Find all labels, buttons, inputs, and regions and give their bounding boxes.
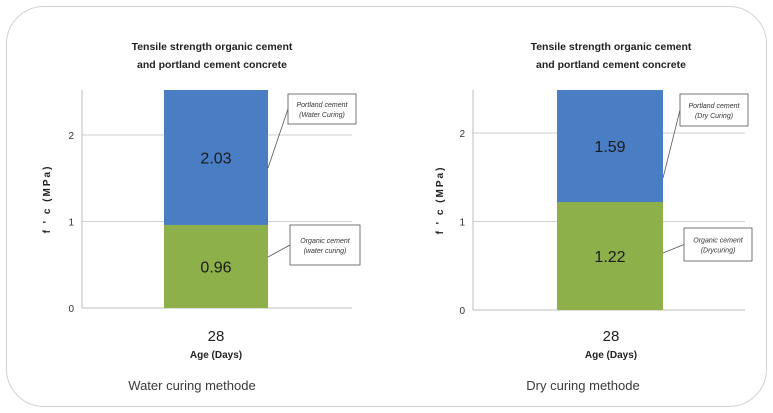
- legend-connector: [662, 109, 681, 179]
- y-tick-label: 1: [459, 218, 465, 229]
- legend-box: [289, 224, 361, 266]
- legend-box: [683, 227, 753, 262]
- x-axis-label: Age (Days): [190, 350, 242, 361]
- legend-label: (water curing): [304, 248, 347, 255]
- bar-value-label: 2.03: [200, 150, 231, 167]
- chart-water-curing: Tensile strength organic cement and portl…: [42, 41, 361, 361]
- legend-label: Portland cement: [297, 102, 349, 109]
- y-tick-label: 0: [68, 304, 74, 315]
- legend-box: [679, 93, 749, 127]
- legend-connector: [267, 108, 289, 169]
- y-tick-label: 2: [459, 129, 465, 140]
- y-axis-label: f ' c (MPa): [435, 166, 446, 235]
- bar-segment: [557, 202, 663, 310]
- bar-segment: [164, 224, 268, 308]
- chart-caption: Dry curing methode: [526, 378, 640, 393]
- x-category-label: 28: [208, 328, 225, 345]
- legend-box: [287, 93, 357, 125]
- legend-label: (Drycuring): [701, 248, 736, 255]
- y-tick-label: 2: [68, 131, 74, 142]
- bar-segment: [557, 90, 663, 203]
- legend-connector: [662, 244, 685, 254]
- chart-title-line: and portland cement concrete: [137, 59, 287, 71]
- chart-panel-water-curing: Tensile strength organic cement and portl…: [0, 0, 380, 413]
- y-tick-label: 0: [459, 306, 465, 317]
- chart-caption: Water curing methode: [128, 378, 256, 393]
- y-tick-label: 1: [68, 218, 74, 229]
- legend-label: Portland cement: [689, 103, 741, 110]
- legend-label: Organic cement: [300, 238, 350, 245]
- chart-title-line: and portland cement concrete: [536, 59, 686, 71]
- chart-panel-dry-curing: Tensile strength organic cement and portl…: [393, 0, 773, 413]
- x-category-label: 28: [603, 328, 620, 345]
- legend-connector: [267, 244, 291, 258]
- chart-title-line: Tensile strength organic cement: [132, 41, 293, 53]
- bar-value-label: 0.96: [200, 259, 231, 276]
- y-axis-label: f ' c (MPa): [42, 165, 53, 234]
- bar-value-label: 1.59: [594, 139, 625, 156]
- bar-segment: [164, 90, 268, 225]
- legend-label: Organic cement: [693, 238, 743, 245]
- x-axis-label: Age (Days): [585, 350, 637, 361]
- chart-dry-curing: Tensile strength organic cement and portl…: [435, 41, 753, 361]
- bar-value-label: 1.22: [594, 249, 625, 266]
- legend-label: (Dry Curing): [695, 113, 733, 120]
- chart-title-line: Tensile strength organic cement: [531, 41, 692, 53]
- legend-label: (Water Curing): [299, 112, 345, 119]
